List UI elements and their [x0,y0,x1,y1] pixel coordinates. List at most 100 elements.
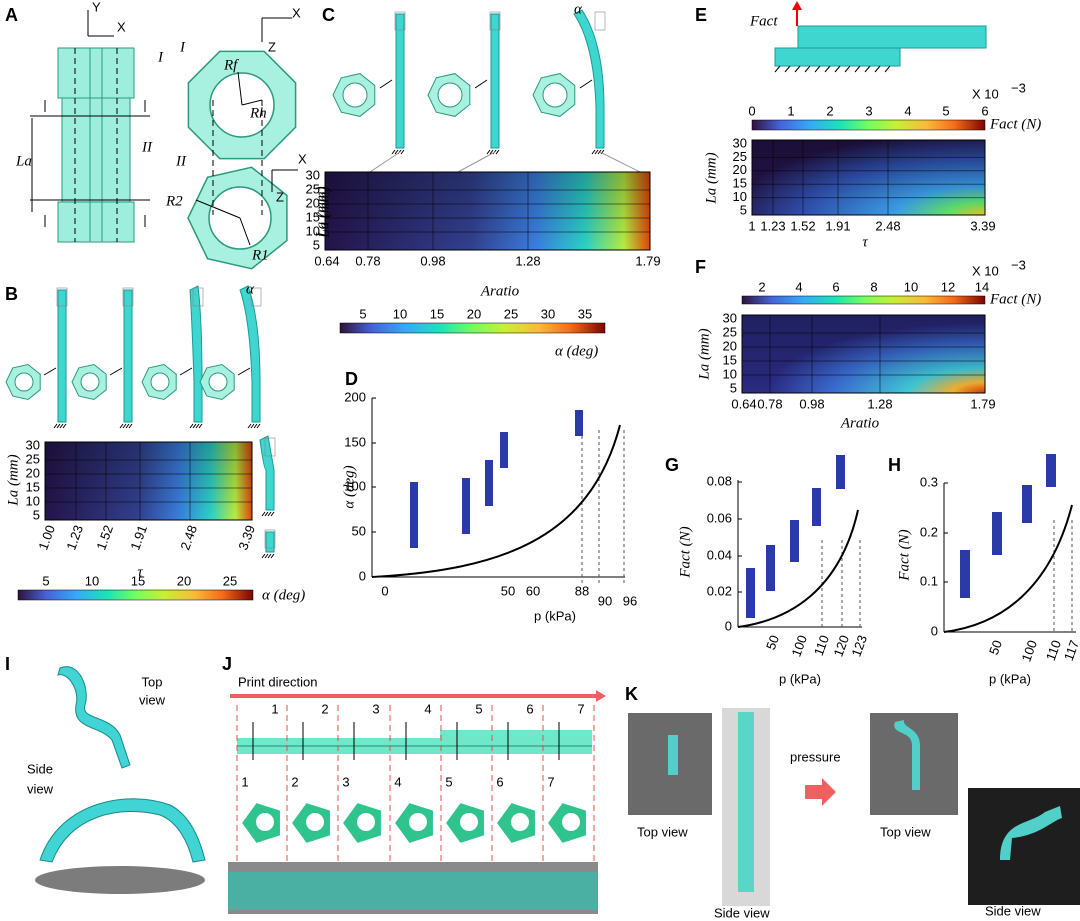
x-tick-label: 0 [381,583,388,598]
y-tick-label: 0 [359,568,366,583]
x-tick-label: 90 [598,593,612,608]
y-tick-label: 0.06 [707,510,732,525]
fem-model [462,478,470,534]
colorbar-tick-label: 1 [787,103,794,118]
colorbar-tick-label: 14 [975,279,989,294]
x-tick-label: 50 [986,638,1005,657]
x-tick-label: 1.28 [515,253,540,268]
arrow-head [792,1,802,10]
x-axis-label: τ [862,234,868,250]
colorbar-tick-label: 6 [832,279,839,294]
hole [14,372,34,392]
hatch [264,553,269,559]
panel-label: F [695,257,706,277]
colorbar-tick-label: 12 [941,279,955,294]
hatch [247,423,252,429]
y-tick-label: 5 [740,202,747,217]
section-number: 4 [424,701,431,716]
hole [409,813,427,831]
y-axis-label: La (mm) [5,454,21,506]
scale-exp: −3 [1011,80,1026,95]
scale-label: X 10 [972,86,999,101]
hatch [804,65,811,73]
colorbar [741,295,986,305]
robot-side [39,798,206,863]
colorbar-tick-label: 20 [467,306,481,321]
section-number: 5 [445,774,452,789]
colorbar-tick-label: 25 [223,573,237,588]
x-axis-label: p (kPa) [779,671,821,686]
tube [259,435,275,511]
arrow-head [596,690,606,702]
y-tick-label: 15 [733,176,747,191]
x-tick-label: 96 [623,593,637,608]
hatch [128,423,133,429]
colorbar-label: Fact (N) [989,116,1041,132]
y-tick-label: 20 [733,162,747,177]
hatch [267,511,272,517]
y-tick-label: 0.3 [920,474,938,489]
hatch [844,65,851,73]
colorbar-tick-label: 6 [981,103,988,118]
y-axis-label: Fact (N) [896,529,912,581]
tube-section [57,201,135,243]
y-tick-label: 15 [26,479,40,494]
heatmap-shade [45,442,252,520]
hatch [814,65,821,73]
y-tick-label: 20 [26,465,40,480]
arrow [179,367,193,376]
colorbar-tick-label: 2 [826,103,833,118]
section-number: 7 [547,774,554,789]
colorbar-label: Fact (N) [989,291,1041,307]
x-tick-label: 1.52 [93,523,116,552]
arrow [43,367,57,376]
section-number: 2 [291,774,298,789]
x-tick-label: 1.91 [127,523,150,552]
section-number: 6 [496,774,503,789]
y-tick-label: 10 [306,223,320,238]
hatch [195,423,200,429]
robot [894,720,920,790]
colorbar-tick-label: 8 [870,279,877,294]
x-tick-label: 110 [1043,638,1064,663]
hatch [261,511,266,517]
hatch [59,423,64,429]
hole [542,82,568,108]
x-tick-label: 1.23 [63,523,86,552]
y-axis-label: La (mm) [696,328,712,380]
y-tick-label: 200 [344,389,366,404]
hatch [489,149,494,155]
radius [241,99,263,106]
hatch [854,65,861,73]
y-tick-label: 0.02 [707,583,732,598]
panel-label: B [5,284,18,304]
colorbar-tick-label: 35 [578,306,592,321]
fem-model [575,410,583,436]
y-tick-label: 15 [306,209,320,224]
radius [237,71,243,106]
view-label: Top [142,674,163,689]
section-number: 6 [526,701,533,716]
hole [357,813,375,831]
x-tick-label: 1.00 [35,523,58,552]
colorbar-tick-label: 15 [430,306,444,321]
hatch [192,423,197,429]
length-label: La [15,153,32,169]
fem-model [410,482,418,548]
hatch [56,423,61,429]
x-tick-label: 120 [831,633,853,659]
fem-model [992,512,1002,555]
curve [943,504,1073,633]
fem-model [500,432,508,468]
fem-model [960,550,970,598]
hatch [256,423,261,429]
y-tick-label: 0.04 [707,547,732,562]
section-number: 7 [577,701,584,716]
y-tick-label: 0 [931,623,938,638]
axis-name: Z [268,39,276,54]
arrow [109,367,123,376]
hole [562,813,580,831]
tube [57,289,67,423]
filament-step [440,730,592,740]
